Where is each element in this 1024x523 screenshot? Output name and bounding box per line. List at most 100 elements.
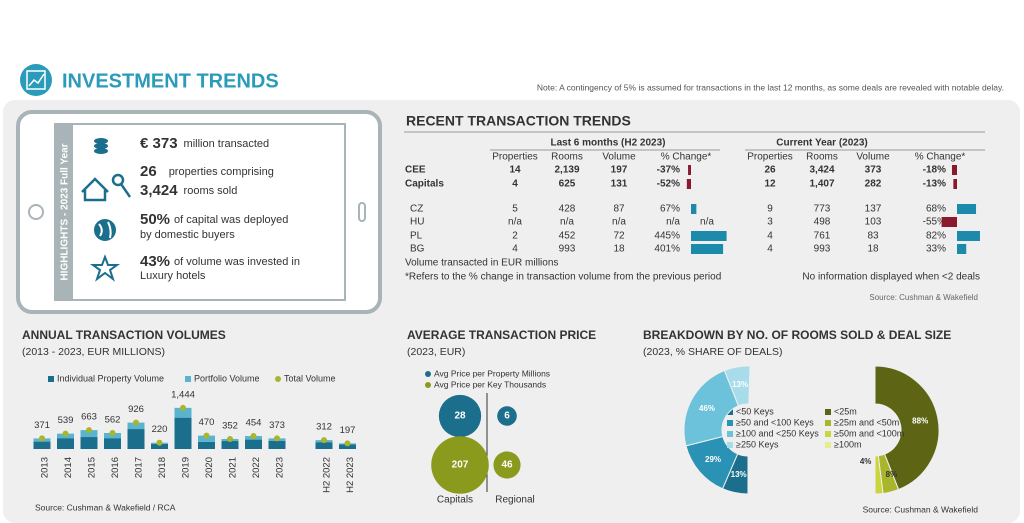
value-label: 539 [58,415,74,426]
bar [33,441,51,449]
total-dot [109,429,116,436]
bar [339,444,356,449]
highlight-text: Luxury hotels [140,270,206,282]
change-bar [688,165,691,175]
icon-key [119,183,132,198]
highlight: 26 properties comprising [140,163,274,180]
legend-label: Avg Price per Property Millions [434,368,550,378]
value-label: 4% [860,457,872,466]
cell: 2 [512,231,518,242]
cell: 625 [559,179,576,190]
icon-globe [94,219,116,241]
cell: 773 [814,204,831,215]
legend-label: Individual Property Volume [57,373,164,383]
icon-coins [94,148,108,154]
page-title: INVESTMENT TRENDS [62,70,279,92]
legend-marker [425,371,431,377]
row-label: CZ [410,204,423,215]
value-label: 46 [501,460,513,471]
legend-label: ≥25m and <50m [834,417,899,427]
change-bar [941,217,957,227]
legend-label: Portfolio Volume [194,373,260,383]
cell: 4 [512,244,518,255]
change-bar [686,179,691,189]
cell: 103 [865,217,882,228]
cell: 68% [926,204,946,215]
value-label: 312 [316,422,332,433]
highlight-text: of capital was deployed [174,214,288,226]
column-header: Volume [602,152,636,163]
x-tick-label: 2020 [204,457,215,478]
cell: n/a [560,217,574,228]
x-tick-label: Regional [495,495,534,506]
icon-key [111,173,125,187]
cell: -37% [657,165,680,176]
cell: n/a [612,217,626,228]
value-label: 454 [246,418,262,429]
total-dot [86,427,92,434]
cell: -55% [923,217,946,228]
change-bar [691,244,724,254]
bar [315,442,333,449]
value-label: 28 [454,411,466,422]
cell: 5 [512,204,518,215]
legend-label: ≥250 Keys [736,439,779,449]
icon-star [89,254,121,282]
logo-icon [28,73,45,87]
value-label: 6 [504,411,510,422]
legend-marker [425,382,431,388]
value-label: 352 [222,420,238,431]
table-note: No information displayed when <2 deals [802,272,980,283]
value-label: 373 [269,420,285,431]
column-header: % Change* [915,152,966,163]
icon-house [81,177,109,202]
row-label: BG [410,244,425,255]
bar [80,437,98,449]
group-header: Current Year (2023) [776,138,868,149]
bar [57,438,74,449]
legend-label: Total Volume [284,373,336,383]
cell: 4 [512,179,518,190]
legend-marker [825,442,831,448]
column-header: Properties [747,152,793,163]
cell: 9 [767,204,773,215]
highlight-figure: 3,424 [140,182,178,199]
cell: 3 [767,217,773,228]
value-label: 88% [912,416,928,425]
total-dot [156,439,163,446]
legend-marker [727,409,733,415]
cell: -52% [657,179,680,190]
column-header: % Change* [661,152,712,163]
cell: 87 [613,204,625,215]
chart-subtitle: (2013 - 2023, EUR MILLIONS) [22,346,165,358]
icon-coins [94,143,108,149]
total-dot [321,437,327,444]
bar [245,439,262,449]
cell: -18% [923,165,946,176]
x-tick-label: Capitals [437,495,473,506]
note: Note: A contingency of 5% is assumed for… [537,82,1004,92]
cell: n/a [700,217,714,228]
cell: 33% [926,244,946,255]
bubble [431,436,489,494]
tablet-button [28,204,44,220]
bar [174,407,192,418]
highlight-text: by domestic buyers [140,229,235,241]
highlight-figure: 43% [140,253,170,270]
legend-label: <50 Keys [736,406,774,416]
cell: 26 [764,165,776,176]
value-label: 207 [452,460,469,471]
legend-marker [825,409,831,415]
bubble [497,406,517,426]
value-label: 29% [705,455,721,464]
highlight-text: rooms sold [184,185,238,197]
change-bar [957,204,977,214]
logo-icon [26,70,46,90]
cell: 4 [767,231,773,242]
change-bar [691,204,697,214]
table-note: *Refers to the % change in transaction v… [405,272,721,283]
x-tick-label: 2022 [251,457,262,478]
total-dot [344,440,351,447]
highlight-figure: € 373 [140,135,178,152]
